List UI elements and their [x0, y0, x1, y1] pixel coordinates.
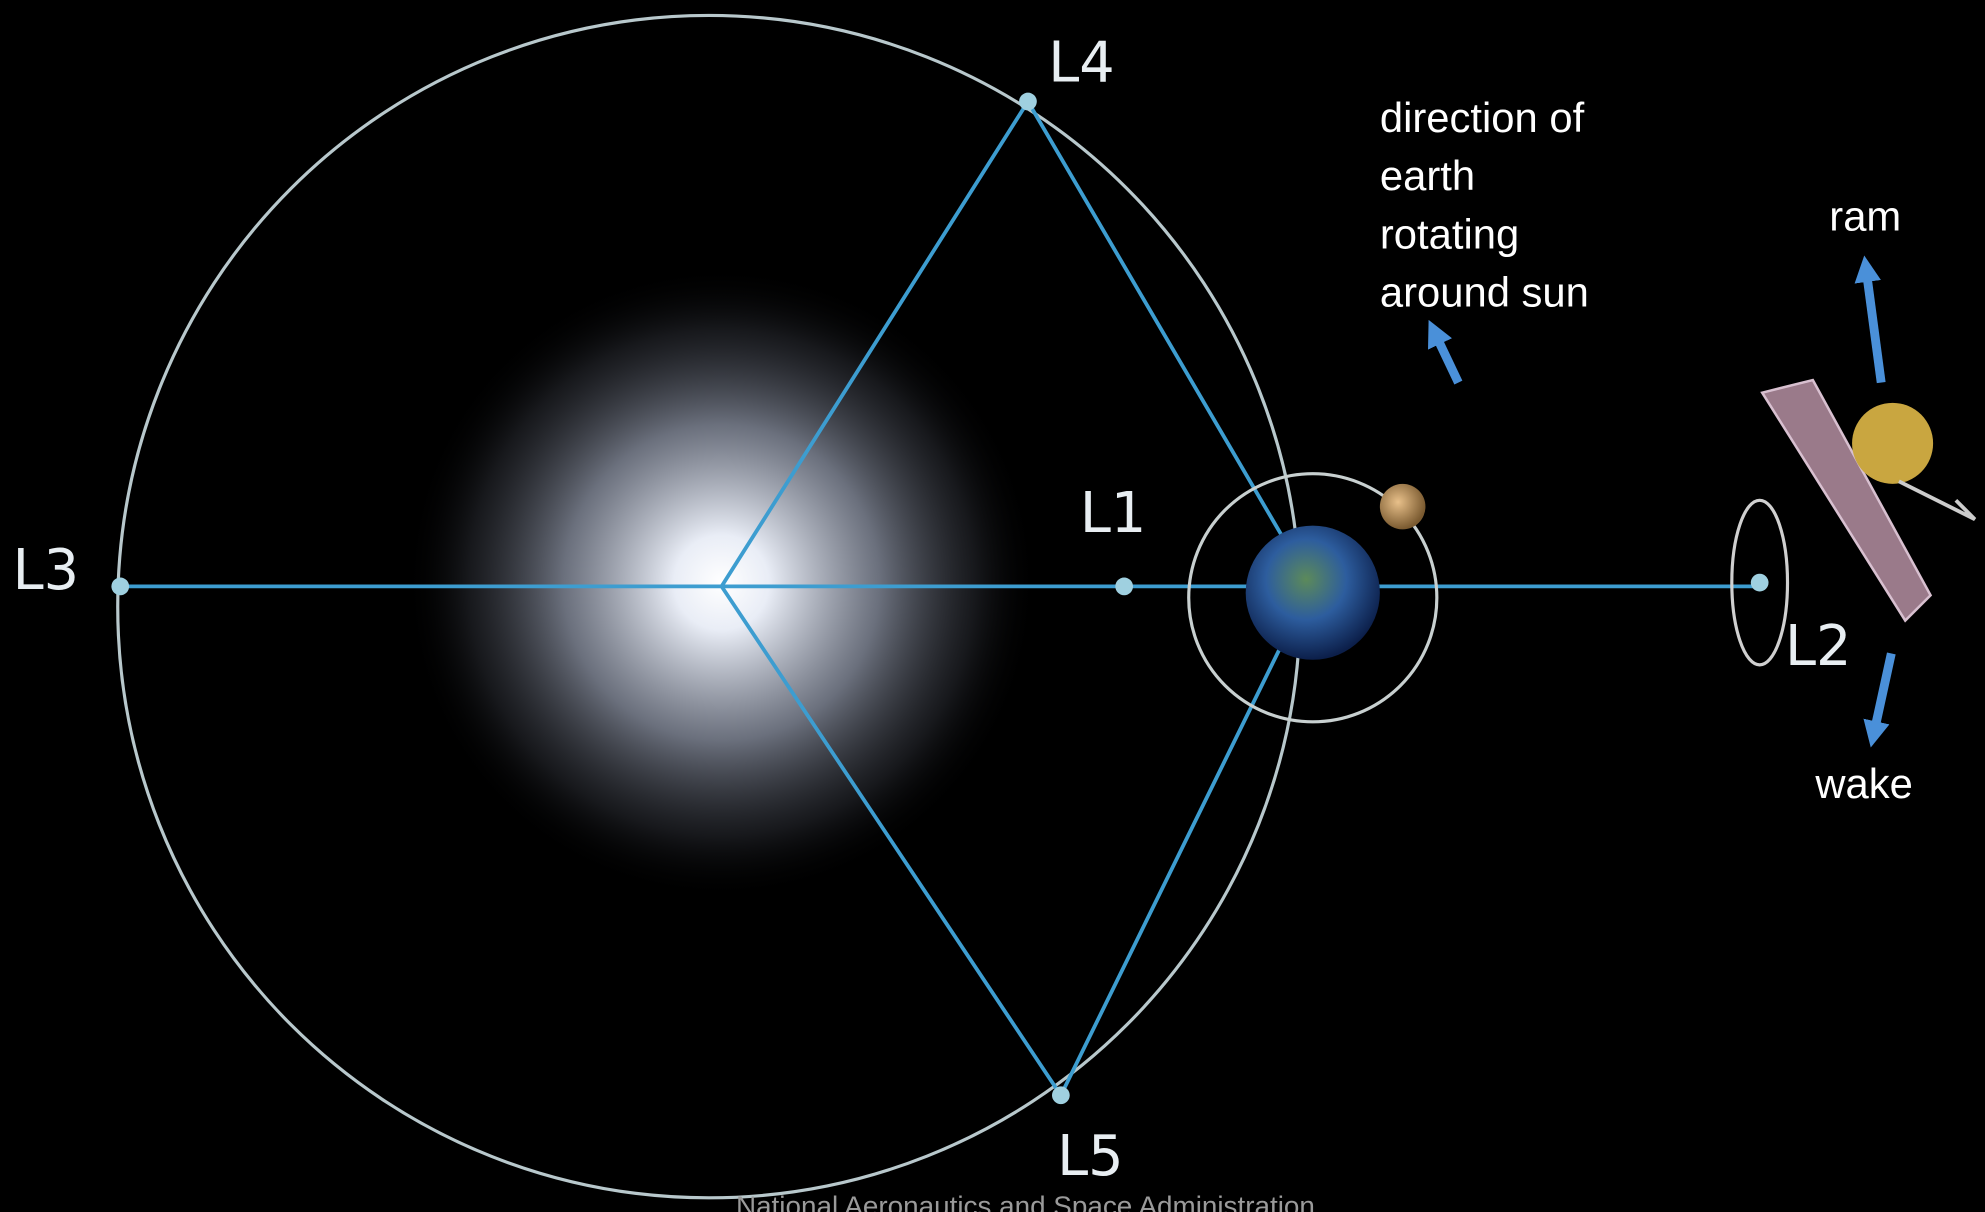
note-line: earth	[1380, 152, 1475, 199]
label-l1: L1	[1080, 481, 1146, 546]
note-line: direction of	[1380, 94, 1585, 141]
footer: National Aeronautics and Space Administr…	[736, 1191, 1315, 1212]
diagram: L3 L4 L1 L5 L2 direction of earth rotating…	[0, 0, 1985, 1212]
moon	[1380, 484, 1426, 530]
sun	[405, 266, 1038, 899]
label-l5: L5	[1057, 1124, 1123, 1189]
label-l4: L4	[1048, 30, 1114, 95]
wake-label: wake	[1814, 760, 1913, 807]
note-line: rotating	[1380, 210, 1519, 257]
ram-label: ram	[1829, 193, 1901, 240]
label-l2: L2	[1785, 614, 1851, 679]
label-l3: L3	[13, 538, 79, 603]
earth	[1246, 526, 1380, 660]
note-line: around sun	[1380, 269, 1589, 316]
